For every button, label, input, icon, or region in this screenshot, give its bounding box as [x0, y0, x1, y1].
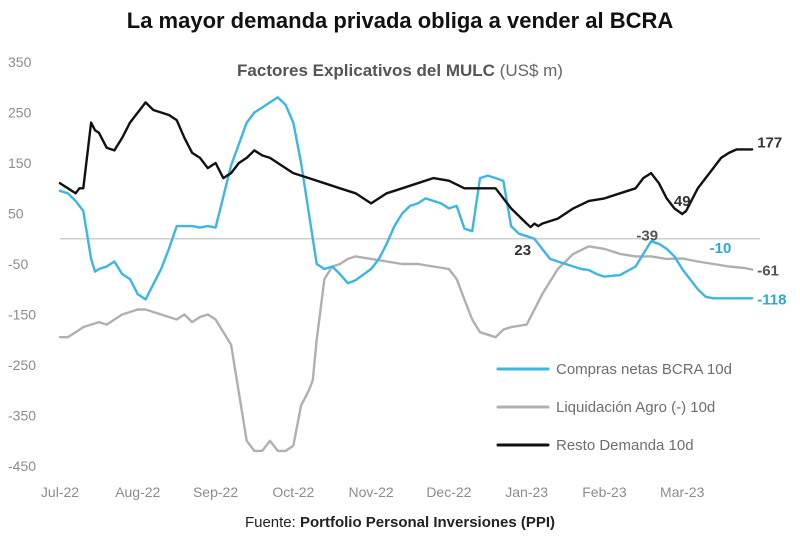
y-tick-label: 350 [8, 54, 32, 70]
series-end-label: -61 [757, 263, 779, 280]
x-tick-label: Sep-22 [193, 484, 238, 500]
y-tick-label: -50 [8, 256, 28, 272]
source-name: Portfolio Personal Inversiones (PPI) [300, 514, 555, 531]
x-tick-label: Jan-23 [505, 484, 548, 500]
y-tick-label: -250 [8, 357, 36, 373]
y-tick-label: -350 [8, 408, 36, 424]
legend-label: Liquidación Agro (-) 10d [556, 399, 715, 416]
series-annotation: 49 [674, 193, 691, 210]
annotations: -118 -61 177 -10 -39 23 49 [514, 134, 786, 308]
series-end-label: -118 [757, 291, 786, 308]
y-tick-label: -450 [8, 458, 36, 474]
chart-main-title: La mayor demanda privada obliga a vender… [127, 8, 674, 33]
y-tick-label: 50 [8, 206, 24, 222]
series-end-label: 177 [757, 134, 782, 151]
series-line-1 [58, 245, 754, 453]
legend-label: Resto Demanda 10d [556, 437, 694, 454]
y-tick-label: 150 [8, 155, 32, 171]
y-axis-ticks: 350 250 150 50 -50 -150 -250 -350 -450 [8, 54, 36, 474]
series-annotation: -39 [636, 227, 658, 244]
x-tick-label: Jul-22 [41, 484, 79, 500]
source-prefix: Fuente: [245, 514, 300, 531]
chart-subtitle: Factores Explicativos del MULC (US$ m) [237, 61, 563, 80]
series-lines [58, 96, 754, 453]
series-line-2 [58, 101, 754, 229]
y-tick-label: 250 [8, 105, 32, 121]
x-tick-label: Oct-22 [272, 484, 314, 500]
series-annotation: -10 [710, 240, 732, 257]
legend: Compras netas BCRA 10d Liquidación Agro (… [496, 361, 732, 454]
x-tick-label: Nov-22 [349, 484, 394, 500]
y-tick-label: -150 [8, 307, 36, 323]
x-tick-label: Aug-22 [115, 484, 160, 500]
x-tick-label: Mar-23 [660, 484, 705, 500]
source-note: Fuente: Portfolio Personal Inversiones (… [245, 514, 555, 531]
x-tick-label: Dec-22 [426, 484, 471, 500]
legend-label: Compras netas BCRA 10d [556, 361, 732, 378]
chart-subtitle-unit: (US$ m) [500, 61, 563, 80]
x-tick-label: Feb-23 [582, 484, 627, 500]
series-line-0 [58, 96, 754, 301]
x-axis-ticks: Jul-22 Aug-22 Sep-22 Oct-22 Nov-22 Dec-22 Jan-… [41, 484, 705, 500]
chart-subtitle-main: Factores Explicativos del MULC [237, 61, 495, 80]
series-annotation: 23 [514, 242, 531, 259]
